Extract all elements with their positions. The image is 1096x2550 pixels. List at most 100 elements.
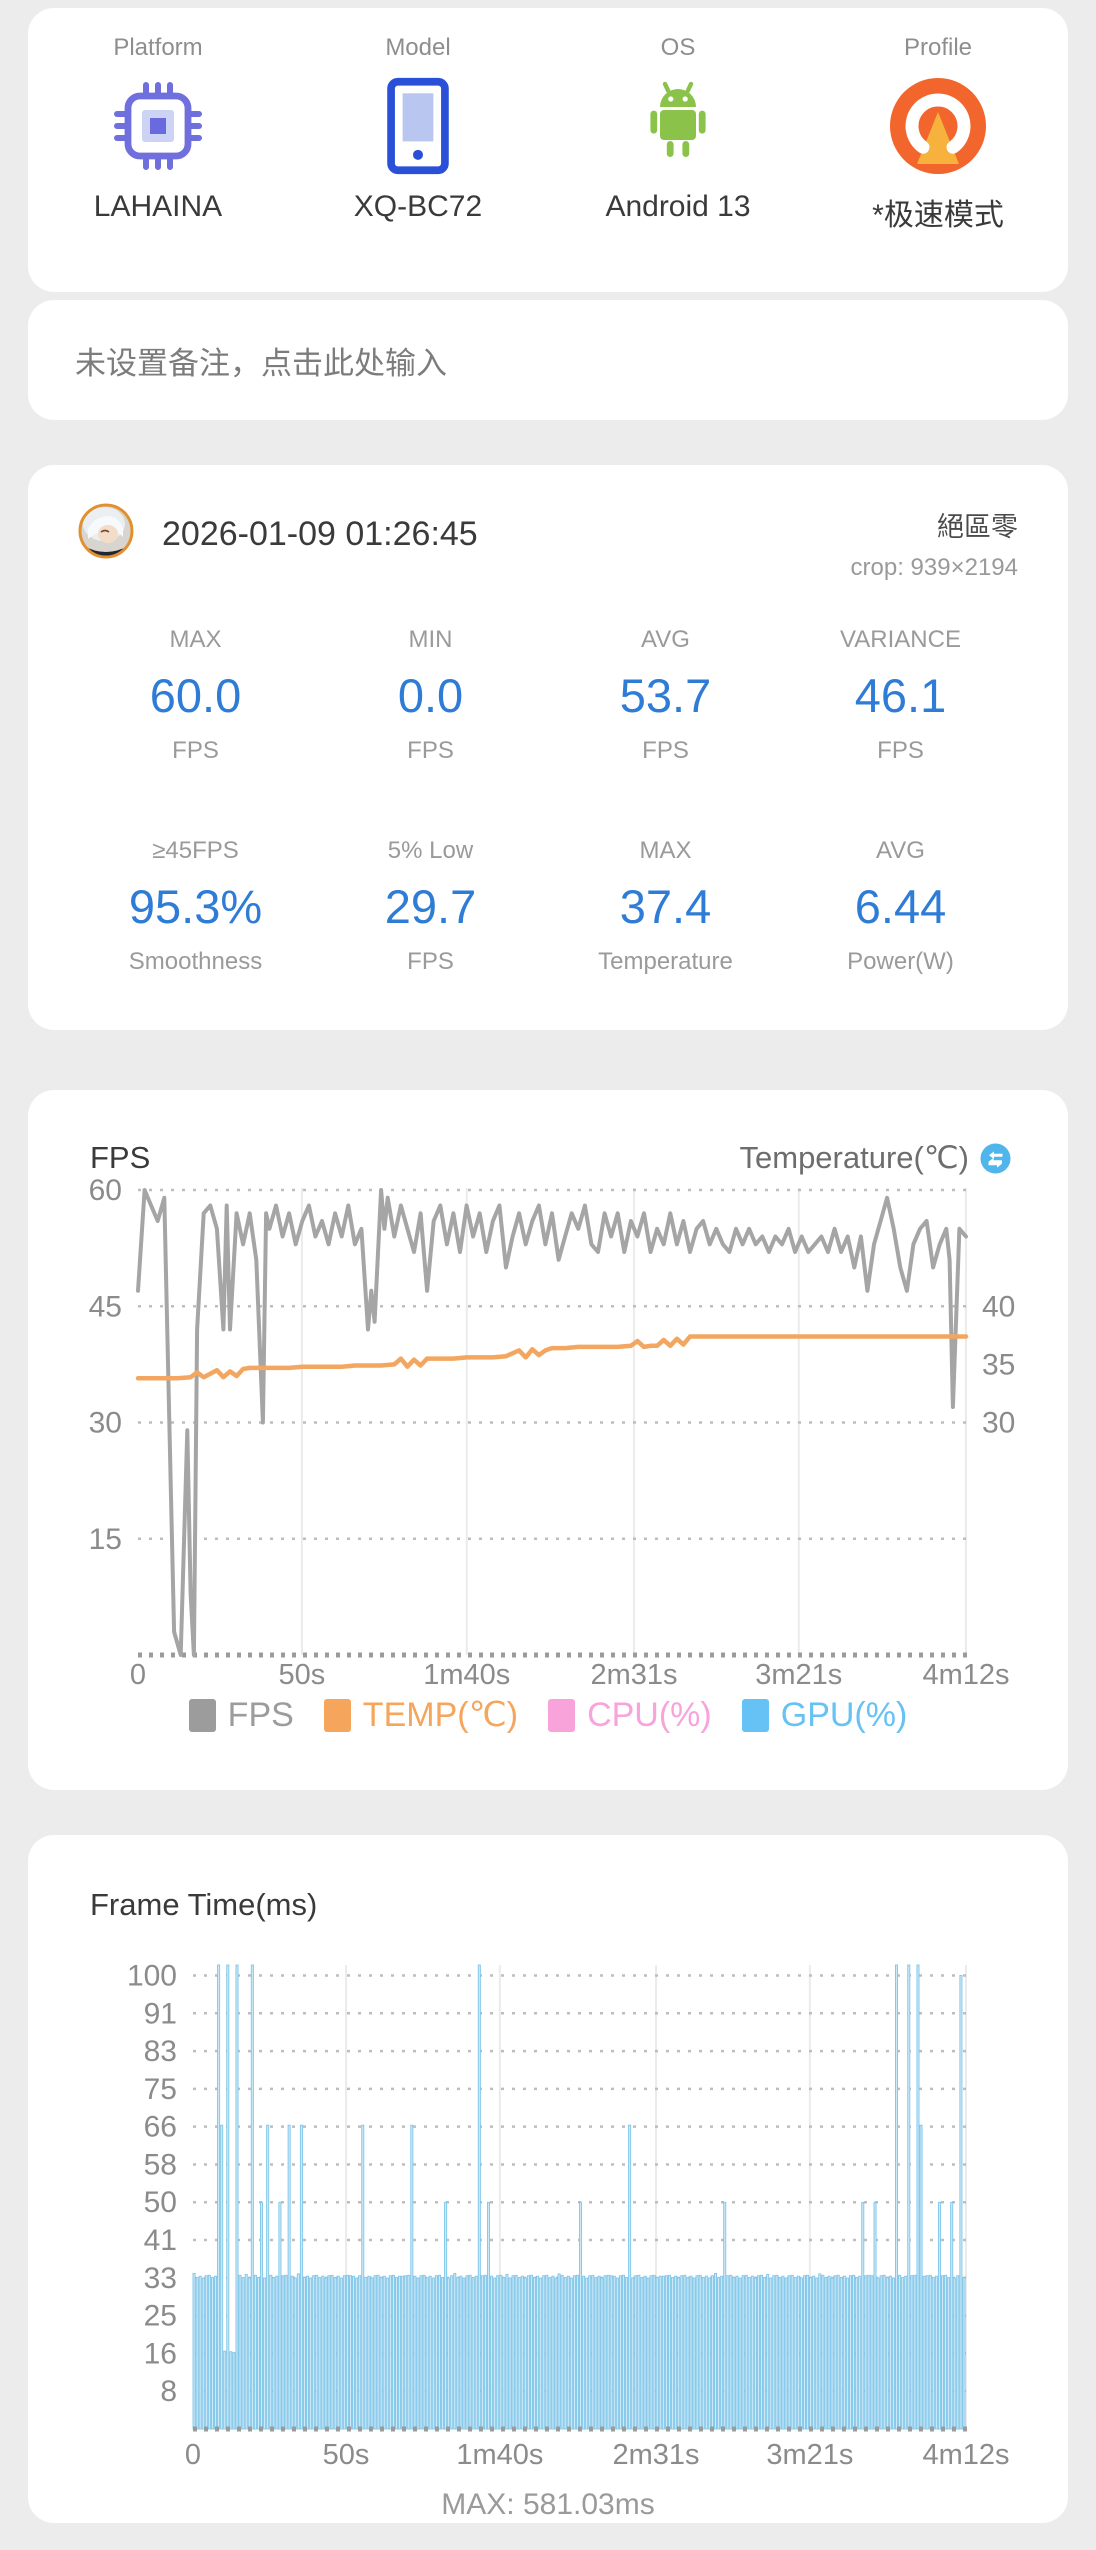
note-input-card[interactable]: 未设置备注，点击此处输入 — [28, 300, 1068, 420]
legend-item[interactable]: TEMP(℃) — [323, 1695, 519, 1735]
stat-cell: 5% Low 29.7 FPS — [313, 837, 548, 976]
platform-label: Platform — [113, 34, 203, 61]
stat-label: MAX — [639, 837, 692, 864]
stat-value: 0.0 — [397, 669, 464, 722]
stat-unit: FPS — [642, 737, 689, 764]
svg-text:50: 50 — [144, 2186, 177, 2219]
stat-cell: AVG 53.7 FPS — [548, 626, 783, 765]
right-axis-title: Temperature(℃) — [740, 1140, 1013, 1176]
stat-value: 29.7 — [384, 880, 477, 933]
stat-unit: FPS — [877, 737, 924, 764]
legend-label: FPS — [227, 1695, 294, 1734]
svg-text:75: 75 — [144, 2073, 177, 2106]
svg-text:41: 41 — [144, 2224, 177, 2257]
stat-unit: Temperature — [598, 948, 733, 975]
svg-text:3m21s: 3m21s — [755, 1659, 842, 1688]
svg-text:30: 30 — [982, 1407, 1015, 1440]
fps-chart-header: FPS Temperature(℃) — [28, 1090, 1068, 1176]
swap-axis-icon[interactable] — [979, 1142, 1012, 1175]
profile-label: Profile — [903, 34, 973, 61]
stat-value: 6.44 — [854, 880, 947, 933]
stat-label: MAX — [169, 626, 222, 653]
session-header: 2026-01-09 01:26:45 絕區零 crop: 939×2194 — [78, 465, 1018, 582]
legend-label: TEMP(℃) — [362, 1696, 519, 1734]
svg-text:91: 91 — [144, 1997, 177, 2030]
device-col-os: OS Android 13 — [548, 8, 808, 292]
boost-icon — [886, 62, 990, 190]
stat-unit: FPS — [407, 948, 454, 975]
stat-cell: MAX 37.4 Temperature — [548, 837, 783, 976]
svg-text:0: 0 — [185, 2439, 201, 2471]
svg-text:60: 60 — [89, 1176, 122, 1207]
svg-text:35: 35 — [982, 1348, 1015, 1381]
device-col-model: Model XQ-BC72 — [288, 8, 548, 292]
model-value: XQ-BC72 — [353, 190, 483, 223]
stat-label: 5% Low — [387, 837, 474, 864]
svg-text:2m31s: 2m31s — [590, 1659, 677, 1688]
svg-text:4m12s: 4m12s — [922, 2439, 1009, 2471]
stat-value: 53.7 — [619, 669, 712, 722]
svg-text:50s: 50s — [279, 1659, 326, 1688]
temperature-axis-label: Temperature(℃) — [739, 1140, 970, 1175]
legend-item[interactable]: FPS — [188, 1695, 294, 1735]
fps-chart-legend: FPS TEMP(℃) CPU(%) GPU(%) — [28, 1695, 1068, 1735]
frame-time-title: Frame Time(ms) — [90, 1887, 318, 1922]
svg-text:2m31s: 2m31s — [613, 2439, 700, 2471]
legend-item[interactable]: CPU(%) — [548, 1696, 712, 1735]
svg-text:8: 8 — [160, 2375, 177, 2408]
note-placeholder[interactable]: 未设置备注，点击此处输入 — [75, 345, 447, 381]
legend-item[interactable]: GPU(%) — [741, 1695, 908, 1735]
svg-text:1m40s: 1m40s — [423, 1659, 510, 1688]
legend-swatch — [741, 1698, 769, 1732]
phone-icon — [384, 62, 452, 190]
crop-size: crop: 939×2194 — [850, 554, 1018, 581]
device-info-card: Platform LAHAINA Model — [28, 8, 1068, 292]
svg-text:83: 83 — [144, 2035, 177, 2068]
stat-value: 95.3% — [128, 880, 263, 933]
stat-label: AVG — [641, 626, 690, 653]
stat-label: MIN — [408, 626, 453, 653]
svg-text:40: 40 — [982, 1290, 1015, 1323]
fps-chart-title: FPS — [90, 1140, 151, 1175]
legend-swatch — [188, 1698, 216, 1732]
session-stats-card: 2026-01-09 01:26:45 絕區零 crop: 939×2194 M… — [28, 465, 1068, 1030]
device-col-platform: Platform LAHAINA — [28, 8, 288, 292]
fps-chart-card: FPS Temperature(℃) 60 45 30 15 40 35 30 0 50s 1m4… — [28, 1090, 1068, 1790]
svg-text:50s: 50s — [323, 2439, 370, 2471]
svg-text:66: 66 — [144, 2111, 177, 2144]
profile-value: *极速模式 — [872, 199, 1004, 232]
svg-text:1m40s: 1m40s — [456, 2439, 543, 2471]
svg-text:0: 0 — [130, 1659, 146, 1688]
stat-value: 46.1 — [854, 669, 947, 722]
session-datetime: 2026-01-09 01:26:45 — [162, 515, 478, 553]
svg-text:100: 100 — [127, 1960, 177, 1993]
stat-value: 37.4 — [619, 880, 712, 933]
stat-unit: Power(W) — [847, 948, 954, 975]
legend-swatch — [548, 1698, 576, 1732]
legend-label: GPU(%) — [780, 1695, 908, 1734]
os-label: OS — [660, 34, 696, 61]
stat-unit: FPS — [172, 737, 219, 764]
legend-swatch — [323, 1698, 351, 1732]
stats-grid: MAX 60.0 FPS MIN 0.0 FPS AVG 53.7 FPS VARIANCE 46.… — [78, 626, 1018, 976]
svg-text:3m21s: 3m21s — [766, 2439, 853, 2471]
cpu-icon — [112, 62, 204, 190]
svg-text:45: 45 — [89, 1290, 122, 1323]
stat-cell: VARIANCE 46.1 FPS — [783, 626, 1018, 765]
svg-text:4m12s: 4m12s — [922, 1659, 1009, 1688]
avatar — [78, 503, 134, 559]
device-col-profile: Profile *极速模式 — [808, 8, 1068, 292]
android-icon — [636, 62, 720, 190]
legend-label: CPU(%) — [587, 1695, 712, 1734]
svg-text:30: 30 — [89, 1407, 122, 1440]
stat-cell: MIN 0.0 FPS — [313, 626, 548, 765]
session-meta: 絕區零 crop: 939×2194 — [851, 505, 1018, 582]
stat-value: 60.0 — [149, 669, 242, 722]
model-label: Model — [385, 34, 451, 61]
svg-text:15: 15 — [89, 1523, 122, 1556]
stat-cell: AVG 6.44 Power(W) — [783, 837, 1018, 976]
stat-label: VARIANCE — [840, 626, 961, 653]
frame-time-plot: 100 91 83 75 66 58 50 41 33 25 16 80 50s 1m40s 2m31s 3m… — [127, 1960, 1010, 2472]
stat-cell: MAX 60.0 FPS — [78, 626, 313, 765]
frame-time-max: MAX: 581.03ms — [441, 2488, 655, 2521]
